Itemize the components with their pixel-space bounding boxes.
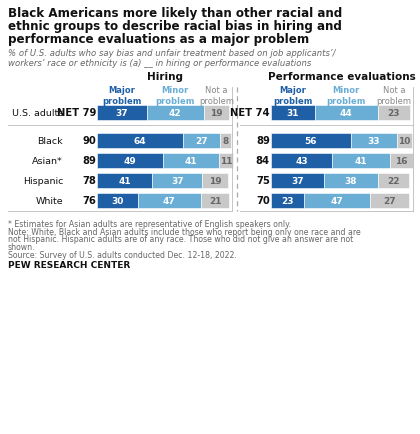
Text: 19: 19 — [210, 109, 223, 118]
Bar — [323, 174, 378, 188]
Bar — [390, 154, 413, 169]
Text: Hispanic: Hispanic — [23, 177, 63, 186]
Bar — [271, 154, 332, 169]
Text: 37: 37 — [171, 177, 184, 186]
Bar — [201, 194, 229, 208]
Text: Not a
problem: Not a problem — [376, 86, 411, 105]
Text: 90: 90 — [82, 136, 96, 146]
Bar — [97, 106, 147, 121]
Text: 31: 31 — [287, 109, 299, 118]
Bar — [315, 106, 378, 121]
Bar — [378, 106, 410, 121]
Bar — [152, 174, 202, 188]
Text: Major
problem: Major problem — [273, 86, 313, 105]
Text: 27: 27 — [383, 197, 396, 206]
Bar — [184, 134, 220, 149]
Text: 23: 23 — [388, 109, 400, 118]
Bar — [351, 134, 397, 149]
Text: 47: 47 — [331, 197, 344, 206]
Text: Black: Black — [37, 137, 63, 146]
Bar — [137, 194, 201, 208]
Bar — [332, 154, 390, 169]
Text: 8: 8 — [222, 137, 228, 146]
Text: 44: 44 — [340, 109, 353, 118]
Bar — [397, 134, 412, 149]
Bar — [97, 154, 163, 169]
Text: Minor
problem: Minor problem — [156, 86, 195, 105]
Text: % of U.S. adults who say bias and unfair treatment based on job applicants’/: % of U.S. adults who say bias and unfair… — [8, 49, 336, 58]
Text: U.S. adults: U.S. adults — [12, 109, 63, 118]
Bar — [163, 154, 218, 169]
Bar — [97, 174, 152, 188]
Text: PEW RESEARCH CENTER: PEW RESEARCH CENTER — [8, 261, 130, 270]
Text: 27: 27 — [195, 137, 208, 146]
Bar — [97, 194, 137, 208]
Text: NET 74: NET 74 — [231, 108, 270, 118]
Bar — [271, 194, 304, 208]
Bar — [97, 134, 184, 149]
Bar — [370, 194, 409, 208]
Bar — [147, 106, 204, 121]
Bar — [378, 174, 409, 188]
Bar — [202, 174, 228, 188]
Text: 22: 22 — [387, 177, 399, 186]
Bar — [218, 154, 234, 169]
Text: 76: 76 — [82, 196, 96, 206]
Text: White: White — [35, 197, 63, 206]
Bar — [204, 106, 229, 121]
Text: performance evaluations as a major problem: performance evaluations as a major probl… — [8, 33, 309, 46]
Text: 70: 70 — [256, 196, 270, 206]
Text: 10: 10 — [398, 137, 411, 146]
Text: 47: 47 — [163, 197, 176, 206]
Text: 37: 37 — [116, 109, 128, 118]
Text: shown.: shown. — [8, 243, 36, 251]
Text: 75: 75 — [256, 176, 270, 186]
Text: 38: 38 — [344, 177, 357, 186]
Text: 19: 19 — [209, 177, 221, 186]
Text: Source: Survey of U.S. adults conducted Dec. 12-18, 2022.: Source: Survey of U.S. adults conducted … — [8, 251, 237, 260]
Text: ethnic groups to describe racial bias in hiring and: ethnic groups to describe racial bias in… — [8, 20, 342, 33]
Text: Asian*: Asian* — [32, 157, 63, 166]
Text: 21: 21 — [209, 197, 221, 206]
Text: 37: 37 — [291, 177, 304, 186]
Text: 41: 41 — [355, 157, 368, 166]
Text: 78: 78 — [82, 176, 96, 186]
Text: 56: 56 — [304, 137, 317, 146]
Text: 41: 41 — [184, 157, 197, 166]
Text: 33: 33 — [368, 137, 380, 146]
Bar — [271, 106, 315, 121]
Bar — [271, 174, 323, 188]
Text: 49: 49 — [124, 157, 136, 166]
Text: * Estimates for Asian adults are representative of English speakers only.: * Estimates for Asian adults are represe… — [8, 220, 291, 228]
Text: Hiring: Hiring — [147, 72, 183, 82]
Text: 64: 64 — [134, 137, 147, 146]
Text: Note: White, Black and Asian adults include those who report being only one race: Note: White, Black and Asian adults incl… — [8, 227, 361, 237]
Text: workers’ race or ethnicity is (a) __ in hiring or performance evaluations: workers’ race or ethnicity is (a) __ in … — [8, 58, 311, 67]
Text: 84: 84 — [256, 156, 270, 166]
Text: 41: 41 — [118, 177, 131, 186]
Text: Minor
problem: Minor problem — [327, 86, 366, 105]
Text: Major
problem: Major problem — [102, 86, 142, 105]
Text: NET 79: NET 79 — [57, 108, 96, 118]
Bar — [271, 134, 351, 149]
Text: 89: 89 — [256, 136, 270, 146]
Text: 43: 43 — [295, 157, 308, 166]
Text: 16: 16 — [395, 157, 408, 166]
Text: Not a
problem: Not a problem — [199, 86, 234, 105]
Bar — [220, 134, 231, 149]
Text: 89: 89 — [82, 156, 96, 166]
Text: 11: 11 — [220, 157, 232, 166]
Text: 23: 23 — [281, 197, 294, 206]
Text: 30: 30 — [111, 197, 123, 206]
Text: Performance evaluations: Performance evaluations — [268, 72, 416, 82]
Bar — [304, 194, 370, 208]
Text: 42: 42 — [169, 109, 181, 118]
Text: not Hispanic. Hispanic adults are of any race. Those who did not give an answer : not Hispanic. Hispanic adults are of any… — [8, 235, 353, 244]
Text: Black Americans more likely than other racial and: Black Americans more likely than other r… — [8, 7, 342, 20]
